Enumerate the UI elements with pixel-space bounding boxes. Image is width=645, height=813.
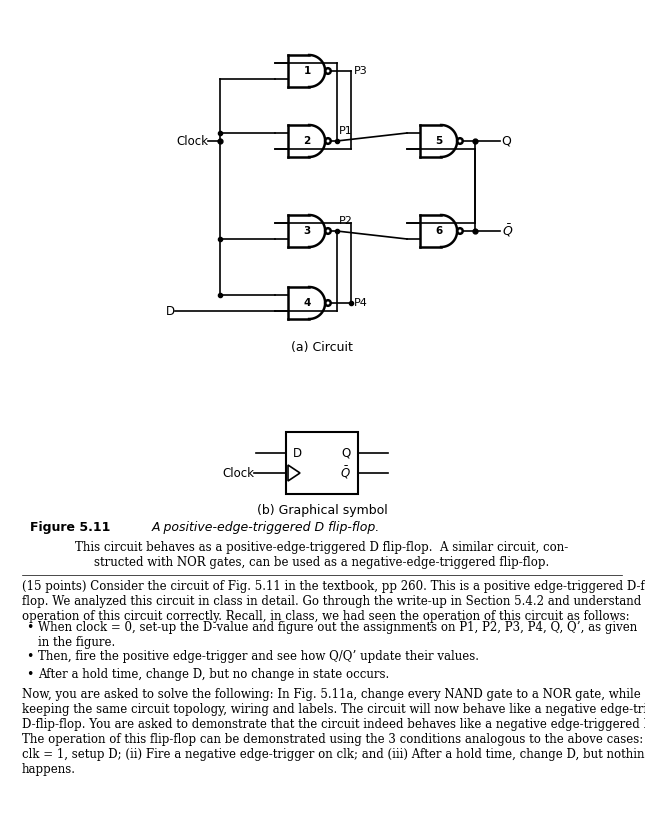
Text: Clock: Clock [222,467,254,480]
Text: 6: 6 [435,226,442,236]
Text: 3: 3 [303,226,311,236]
Text: Figure 5.11: Figure 5.11 [30,521,110,534]
Text: P4: P4 [353,298,368,308]
Text: Clock: Clock [176,134,208,147]
Text: Then, fire the positive edge-trigger and see how Q/Q’ update their values.: Then, fire the positive edge-trigger and… [38,650,479,663]
Text: (15 points) Consider the circuit of Fig. 5.11 in the textbook, pp 260. This is a: (15 points) Consider the circuit of Fig.… [22,580,645,623]
Text: •: • [26,650,34,663]
Text: $\bar{Q}$: $\bar{Q}$ [502,223,513,239]
Text: When clock = 0, set-up the D-value and figure out the assignments on P1, P2, P3,: When clock = 0, set-up the D-value and f… [38,621,637,649]
Text: 5: 5 [435,136,442,146]
Text: 2: 2 [303,136,311,146]
Text: This circuit behaves as a positive-edge-triggered D flip-flop.  A similar circui: This circuit behaves as a positive-edge-… [75,541,569,569]
Text: D: D [293,446,302,459]
Text: A positive-edge-triggered D flip-flop.: A positive-edge-triggered D flip-flop. [152,521,381,534]
Text: (b) Graphical symbol: (b) Graphical symbol [257,504,388,517]
Text: Q: Q [502,134,511,147]
Text: D: D [166,305,175,318]
Text: 1: 1 [303,66,311,76]
Text: Q: Q [342,446,351,459]
Text: After a hold time, change D, but no change in state occurs.: After a hold time, change D, but no chan… [38,668,389,681]
FancyBboxPatch shape [286,432,358,494]
Text: P3: P3 [353,66,368,76]
Text: P2: P2 [339,216,353,226]
Text: (a) Circuit: (a) Circuit [291,341,353,354]
Text: 4: 4 [303,298,311,308]
Text: P1: P1 [339,126,352,136]
Text: •: • [26,621,34,634]
Text: •: • [26,668,34,681]
Text: $\bar{Q}$: $\bar{Q}$ [340,465,351,481]
Text: Now, you are asked to solve the following: In Fig. 5.11a, change every NAND gate: Now, you are asked to solve the followin… [22,688,645,776]
